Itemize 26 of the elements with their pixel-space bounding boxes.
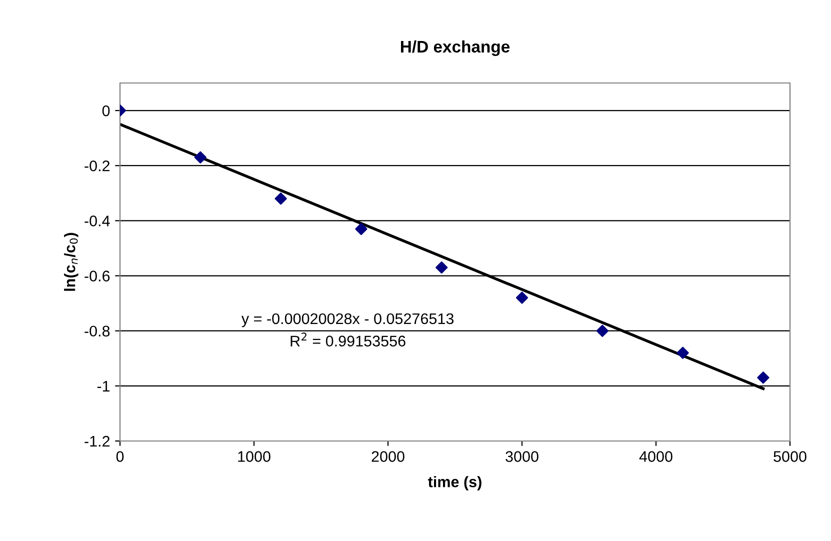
point (596, 324, 608, 337)
x-tick-label: 0 (116, 451, 124, 462)
chart-title: H/D exchange (401, 40, 510, 56)
point (757, 372, 770, 384)
x-tick-label: 1000 (238, 451, 270, 462)
y-tick-label: -0.2 (84, 160, 110, 172)
y-tick-label: -0.6 (84, 270, 110, 282)
point (355, 222, 368, 236)
y-axis-title: ln(c$_{n}$/c$_{0}$) (64, 232, 78, 291)
y-tick-label: -1 (97, 380, 110, 392)
point (676, 346, 689, 359)
x-tick-label: 2000 (372, 451, 404, 462)
annotation: R$^{2}$ = 0.99153556 (290, 332, 406, 346)
x-axis-title: time (s) (428, 476, 482, 490)
y-tick-label: -1.2 (84, 436, 110, 447)
y-tick-label: -0.8 (84, 326, 110, 337)
point (194, 151, 206, 164)
x-tick-label: 5000 (774, 451, 806, 462)
point (436, 261, 448, 274)
point (274, 192, 287, 205)
point (516, 292, 528, 304)
x-tick-label: 3000 (506, 451, 538, 462)
annotation: y = -0.00020028x - 0.05276513 (241, 313, 454, 328)
x-tick-label: 4000 (639, 451, 672, 462)
y-tick-label: 0 (102, 105, 110, 116)
y-tick-label: -0.4 (84, 216, 110, 226)
